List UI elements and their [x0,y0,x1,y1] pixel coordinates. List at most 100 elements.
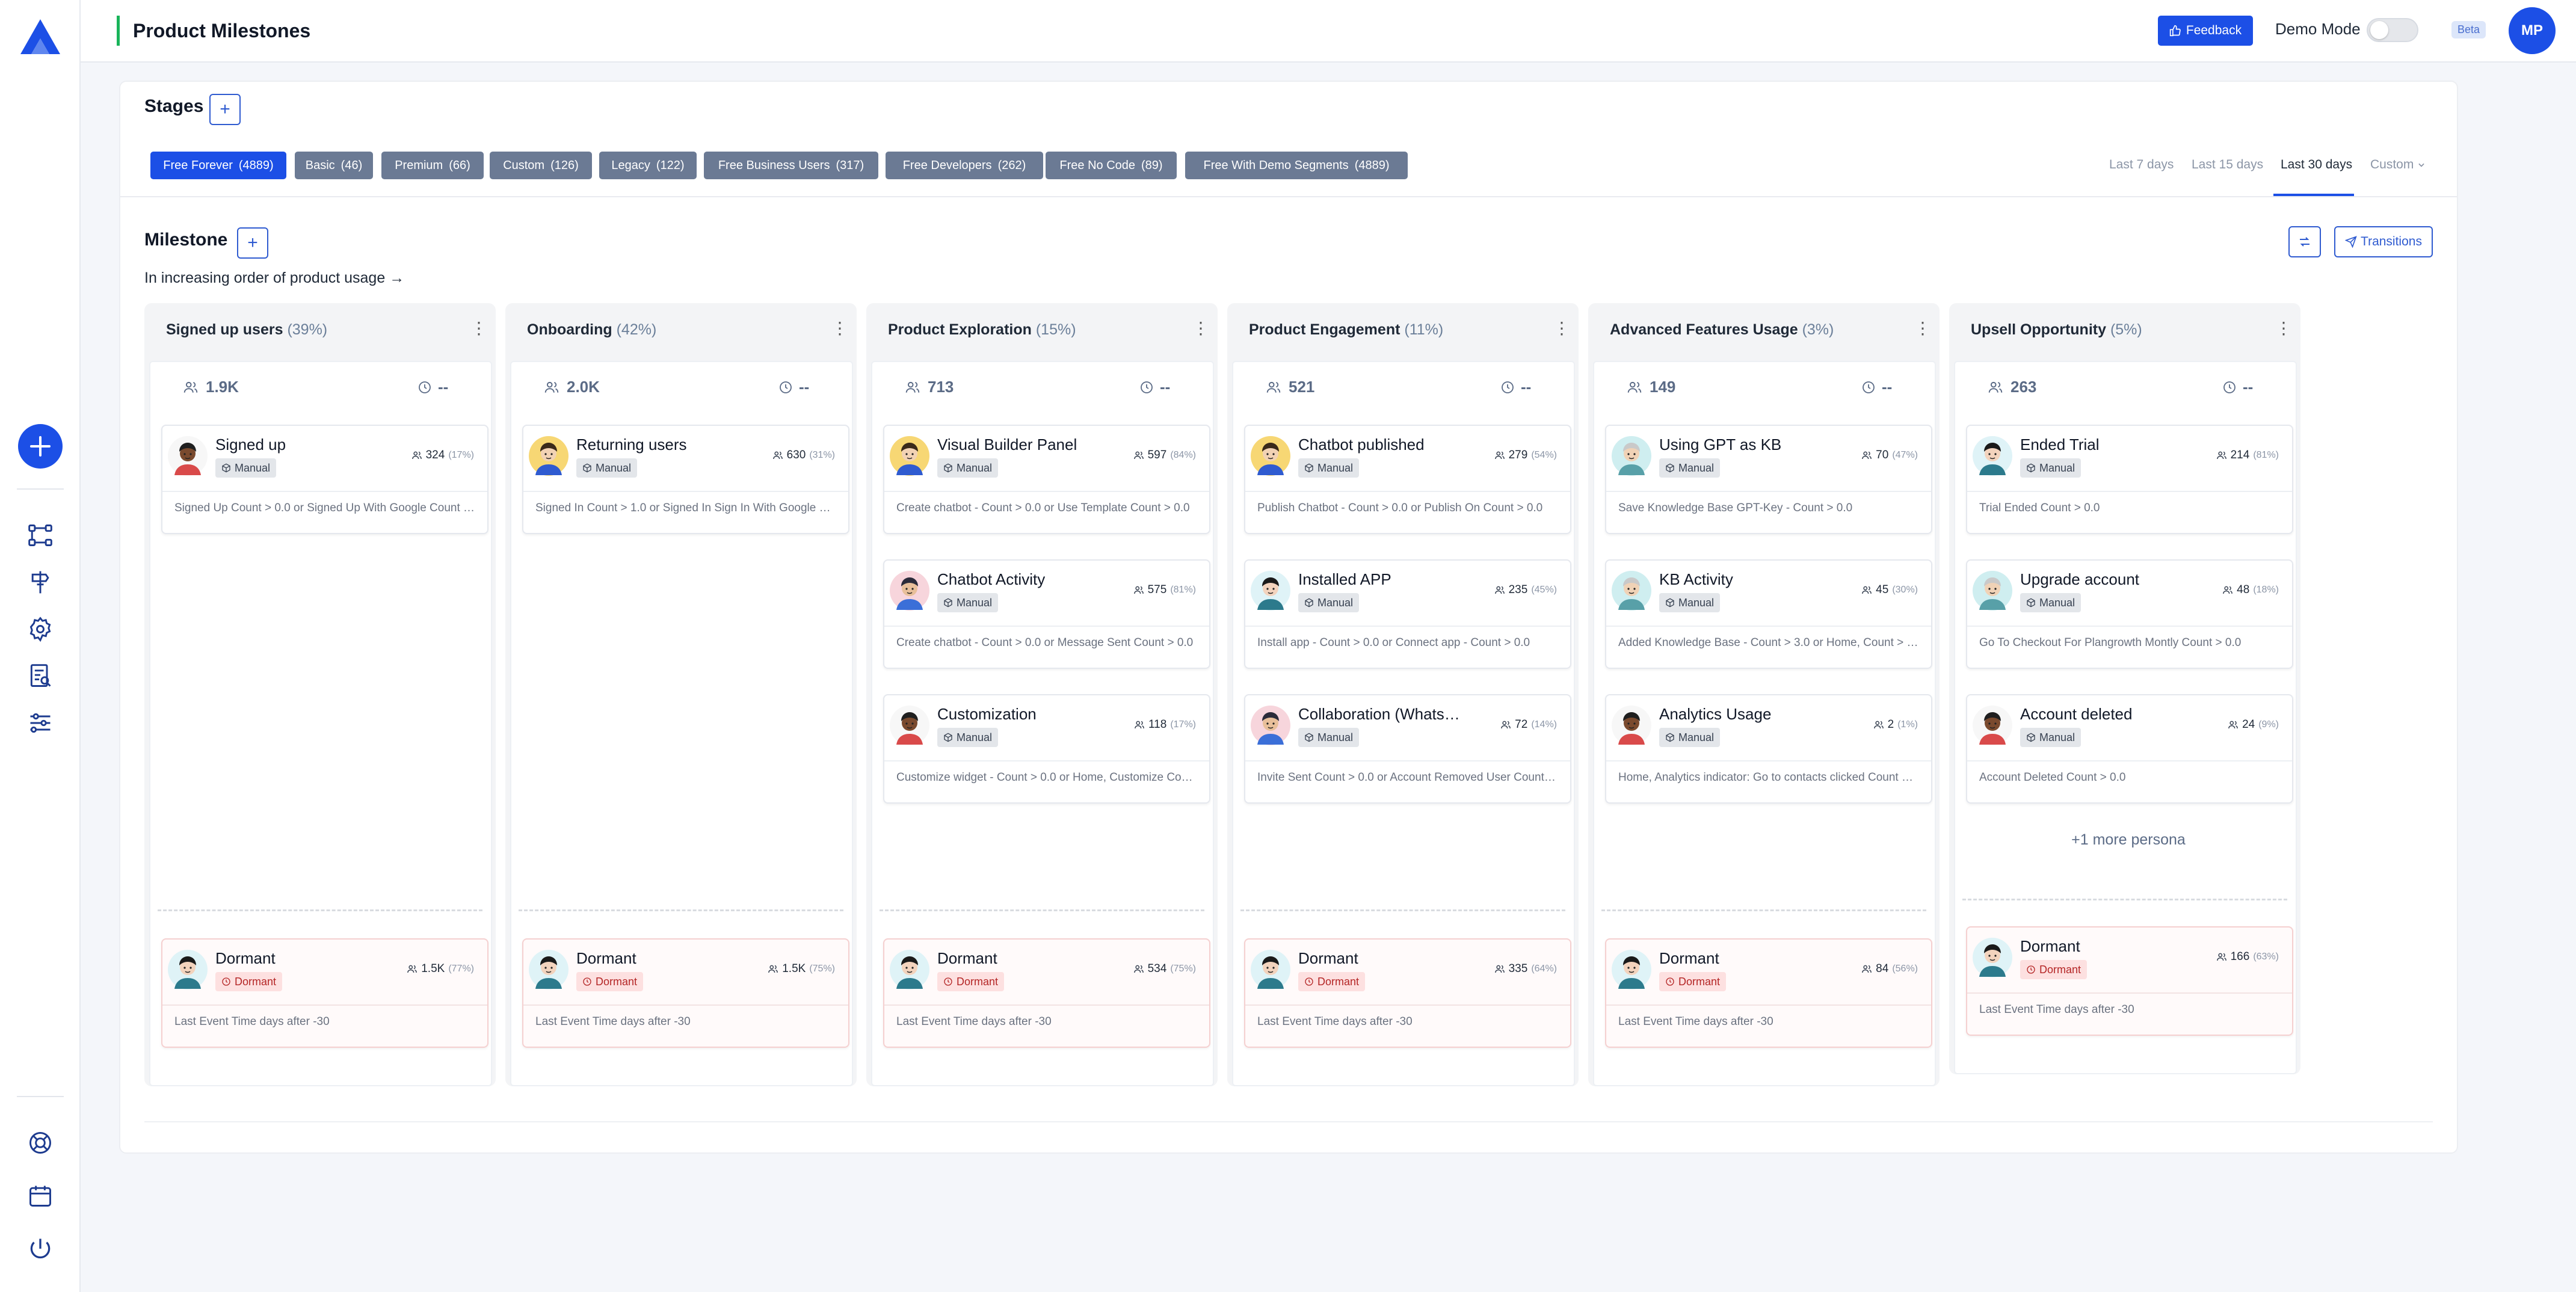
stage-chip[interactable]: Basic (46) [295,152,373,179]
card-divider [884,760,1209,761]
persona-avatar-icon [529,950,569,989]
persona-count: 214 (81%) [2216,449,2279,462]
persona-card[interactable]: Using GPT as KB Manual 70 (47%) Save Knowled… [1605,425,1932,534]
persona-count-percent: (14%) [1531,719,1557,730]
feedback-button[interactable]: Feedback [2158,16,2253,46]
persona-card[interactable]: Customization Manual 118 (17%) Customize wid… [883,694,1210,804]
persona-name: Signed up [215,435,286,454]
add-stage-button[interactable]: + [209,94,241,125]
chip-label: Premium [395,159,443,172]
persona-count-value: 72 [1515,718,1528,731]
card-divider [1967,626,2292,627]
dormant-count: 534 (75%) [1133,962,1196,976]
badge-label: Dormant [235,976,277,988]
persona-name: Returning users [576,435,687,454]
help-lifebuoy-icon[interactable] [22,1125,58,1161]
column-menu-kebab-icon[interactable]: ⋮ [831,319,848,337]
stage-chip[interactable]: Free Developers (262) [886,152,1043,179]
persona-card[interactable]: Visual Builder Panel Manual 597 (84%) Create… [883,425,1210,534]
persona-card[interactable]: Chatbot Activity Manual 575 (81%) Create cha… [883,559,1210,669]
column-title: Product Exploration (15%) [888,321,1076,339]
more-persona-link[interactable]: +1 more persona [2071,831,2186,848]
persona-count-percent: (47%) [1892,450,1918,460]
persona-card[interactable]: Collaboration (WhatsApp) Manual 72 (14%) Inv… [1244,694,1571,804]
column-percent: (11%) [1404,321,1444,338]
dormant-card[interactable]: Dormant Dormant 84 (56%) Last Event Time day… [1605,938,1932,1048]
stage-chip[interactable]: Custom (126) [490,152,592,179]
power-logout-icon[interactable] [22,1231,58,1267]
badge-label: Manual [957,462,993,474]
dormant-count: 166 (63%) [2216,950,2279,964]
badge-label: Dormant [596,976,638,988]
dormant-count-value: 1.5K [782,962,806,975]
stage-chip[interactable]: Premium (66) [381,152,484,179]
range-last-30-days[interactable]: Last 30 days [2281,158,2353,171]
clock-icon [1141,381,1153,393]
stage-chip[interactable]: Free Business Users (317) [704,152,878,179]
column-menu-kebab-icon[interactable]: ⋮ [2275,319,2292,337]
manual-badge: Manual [937,593,999,612]
persona-card[interactable]: Returning users Manual 630 (31%) Signed In C… [522,425,849,534]
persona-card[interactable]: Account deleted Manual 24 (9%) Account Delet… [1966,694,2293,804]
range-last-7-days[interactable]: Last 7 days [2109,158,2174,171]
dormant-rule: Last Event Time days after -30 [1618,1015,1773,1028]
cube-icon [1666,598,1674,608]
persona-card[interactable]: Chatbot published Manual 279 (54%) Publish C… [1244,425,1571,534]
dormant-card[interactable]: Dormant Dormant 534 (75%) Last Event Time da… [883,938,1210,1048]
stage-chip[interactable]: Free No Code (89) [1046,152,1177,179]
dormant-card[interactable]: Dormant Dormant 335 (64%) Last Event Time da… [1244,938,1571,1048]
persona-card[interactable]: Analytics Usage Manual 2 (1%) Home, Analytic… [1605,694,1932,804]
stage-chip[interactable]: Free Forever (4889) [150,152,286,179]
persona-card[interactable]: Ended Trial Manual 214 (81%) Trial Ended Cou… [1966,425,2293,534]
transitions-button[interactable]: Transitions [2334,226,2433,257]
flows-icon[interactable] [22,517,58,553]
dormant-card[interactable]: Dormant Dormant 1.5K (77%) Last Event Time d… [161,938,488,1048]
dormant-clock-icon [222,977,230,986]
dormant-count-percent: (56%) [1892,964,1918,974]
dormant-name: Dormant [2020,937,2080,955]
dormant-count-value: 1.5K [421,962,445,975]
column-percent: (3%) [1802,321,1834,338]
column-menu-kebab-icon[interactable]: ⋮ [1914,319,1931,337]
column-time-stat: -- [1861,378,1892,396]
settings-gear-icon[interactable] [22,611,58,647]
persona-card[interactable]: KB Activity Manual 45 (30%) Added Knowledge … [1605,559,1932,669]
refresh-button[interactable] [2288,226,2321,257]
column-menu-kebab-icon[interactable]: ⋮ [1192,319,1209,337]
demo-mode-toggle[interactable] [2367,18,2418,42]
report-icon[interactable] [22,658,58,694]
dormant-card[interactable]: Dormant Dormant 166 (63%) Last Event Time da… [1966,926,2293,1036]
create-new-button[interactable] [18,424,63,469]
stage-chip[interactable]: Free With Demo Segments (4889) [1185,152,1408,179]
persona-count-value: 70 [1876,449,1889,461]
column-menu-kebab-icon[interactable]: ⋮ [470,319,487,337]
dormant-card[interactable]: Dormant Dormant 1.5K (75%) Last Event Time d… [522,938,849,1048]
signpost-icon[interactable] [22,564,58,600]
chip-count: (122) [656,159,685,172]
persona-card[interactable]: Installed APP Manual 235 (45%) Install app -… [1244,559,1571,669]
milestone-column: Product Engagement (11%) ⋮ 521 -- Chatbot pu… [1227,303,1579,1086]
user-avatar[interactable]: MP [2509,7,2556,54]
dormant-divider [519,909,843,911]
chip-label: Free Forever [163,159,233,172]
add-milestone-button[interactable]: + [237,227,268,259]
column-menu-kebab-icon[interactable]: ⋮ [1553,319,1570,337]
range-custom-dropdown[interactable]: Custom [2370,158,2426,172]
range-last-15-days[interactable]: Last 15 days [2192,158,2264,171]
dormant-name: Dormant [576,949,636,967]
persona-card[interactable]: Signed up Manual 324 (17%) Signed Up Count >… [161,425,488,534]
column-users-count: 2.0K [567,378,600,396]
dormant-badge: Dormant [576,972,644,991]
dormant-clock-icon [1666,977,1674,986]
card-divider [884,1004,1209,1006]
milestone-column: Signed up users (39%) ⋮ 1.9K -- Signed up Man… [144,303,496,1086]
persona-avatar-icon [890,950,929,989]
dormant-count-percent: (64%) [1531,964,1557,974]
sliders-icon[interactable] [22,705,58,741]
persona-name: Customization [937,705,1037,723]
persona-card[interactable]: Upgrade account Manual 48 (18%) Go To Checko… [1966,559,2293,669]
calendar-icon[interactable] [22,1178,58,1214]
persona-count: 235 (45%) [1494,583,1557,597]
app-logo[interactable] [19,18,61,55]
stage-chip[interactable]: Legacy (122) [599,152,697,179]
